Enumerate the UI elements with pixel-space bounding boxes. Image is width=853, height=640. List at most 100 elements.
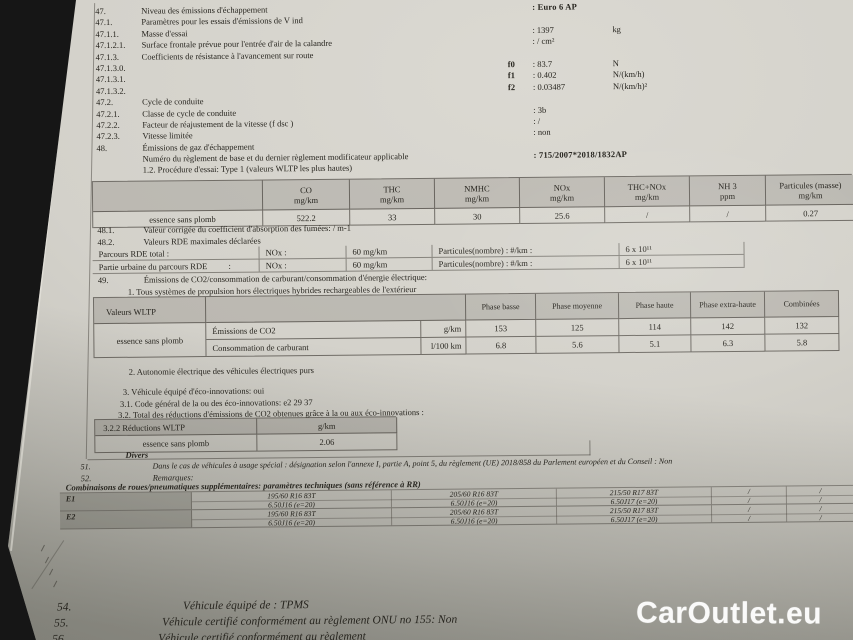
emissions-column-header: NH 3 ppm [689, 175, 767, 207]
tyre-size: 215/50 R17 83T [609, 487, 659, 498]
rim-size: / [819, 495, 822, 504]
rim-size: 6.50J17 (e=20) [610, 514, 658, 524]
paper-edge-tick [49, 568, 54, 576]
item-value: : 3b [533, 104, 547, 115]
wltp-phase-header: Phase extra-haute [690, 291, 766, 319]
pollutant-unit: mg/km [634, 191, 660, 202]
emissions-value-cell: 25.6 [520, 207, 606, 225]
line-48-1: 48.1. Valeur corrigée du coefficient d'ab… [97, 223, 351, 235]
tyre-size: 215/50 R17 83T [609, 505, 659, 516]
item-label: Classe de cycle de conduite [142, 107, 237, 119]
item-number: 47.1. [95, 17, 113, 28]
tyre-size: / [819, 504, 822, 514]
item-value: : 0.402 [532, 70, 557, 81]
wltp-phase-header: Phase moyenne [535, 293, 620, 320]
pollutant-name: Particules (masse) [779, 179, 842, 191]
item-label: Dans le cas de véhicules à usage spécial… [152, 456, 673, 471]
item-number: 49. [97, 274, 109, 286]
rde-nox-label: NOx : [259, 258, 347, 272]
tyre-size: / [819, 486, 822, 496]
wltp-row-label: Émissions de CO2 [206, 320, 422, 341]
pollutant-unit: mg/km [549, 192, 575, 203]
caroutlet-watermark: CarOutlet.eu [635, 596, 823, 631]
reductions-data-row: essence sans plomb 2.06 [95, 433, 398, 454]
rde-table: Parcours RDE total : NOx : 60 mg/km Part… [92, 241, 745, 275]
wltp-value-cell: 5.1 [619, 335, 692, 354]
document-line: 47.2.1. Classe de cycle de conduite : 3b [96, 101, 841, 120]
line-3-2-total: 3.2. Total des réductions d'émissions de… [118, 406, 424, 420]
wltp-right-block: Phase basse Phase moyenne Phase haute Phase… [205, 290, 840, 358]
wltp-value-cell: 5.6 [536, 336, 620, 354]
item-value: : non [533, 127, 551, 138]
item-number: 47. [95, 6, 106, 17]
wltp-value-cell: 6.3 [691, 334, 766, 353]
paper-edge-tick [44, 556, 50, 564]
tyre-spec-cell: / / [786, 503, 853, 522]
item-number: 52. [80, 473, 92, 484]
rde-particles-label: Particules(nombre) : #/km : [432, 243, 620, 257]
pollutant-unit: mg/km [464, 192, 490, 204]
document-line: 47.1. Paramètres pour les essais d'émissi… [95, 10, 840, 29]
item-label: Valeur corrigée du coefficient d'absorpt… [143, 222, 352, 235]
pollutant-name: NMHC [464, 182, 490, 194]
item-value: : / [533, 115, 541, 126]
line-48-2: 48.2. Valeurs RDE maximales déclarées [97, 236, 260, 248]
reductions-value: 2.06 [257, 433, 398, 452]
wltp-value-cell: 142 [691, 317, 766, 336]
document-line: 47.1.3.0. f0 : 83.7 N [96, 56, 841, 75]
rim-size: 6.50J16 (e=20) [450, 498, 498, 508]
reductions-header-unit: g/km [257, 417, 398, 435]
rde-particles-value: 6 x 10¹¹ [619, 241, 745, 256]
wltp-header-blank-cell [205, 294, 467, 324]
emissions-header-blank-cell [92, 180, 264, 213]
emissions-column-header: Particules (masse) mg/km [765, 174, 853, 206]
document-line: 47.1.3.2. f2 : 0.03487 N/(km/h)² [96, 79, 841, 98]
document-line: 47.1.2.1. Surface frontale prévue pour l'… [95, 33, 840, 52]
wltp-value-cell: 132 [765, 316, 840, 335]
item-number: 51. [80, 462, 91, 472]
wltp-table: Valeurs WLTP essence sans plomb Phase ba… [92, 289, 840, 359]
emissions-column-header: THC+NOx mg/km [604, 176, 691, 208]
line-52: 52. Remarques: [81, 472, 194, 483]
item-label: Surface frontale prévue pour l'entrée d'… [141, 38, 333, 50]
tyre-spec-cell: / / [711, 504, 788, 523]
pollutant-unit: mg/km [379, 193, 405, 204]
wltp-header-row: Phase basse Phase moyenne Phase haute Phase… [205, 290, 840, 324]
tyre-row-label: E2 [60, 510, 193, 529]
item-label: Émissions de gaz d'échappement [142, 141, 255, 153]
tyre-spec-cell: 215/50 R17 83T 6.50J17 (e=20) [556, 487, 712, 506]
pollutant-name: NH 3 [718, 180, 737, 191]
wltp-value-cell: 125 [536, 319, 620, 337]
tyre-row-label: E1 [59, 492, 192, 511]
fuel-type-label: essence sans plomb [95, 434, 258, 454]
frame-bottom-line [87, 454, 591, 461]
pollutant-name: THC+NOx [627, 181, 667, 192]
pollutant-name: CO [299, 184, 312, 195]
pollutant-unit: mg/km [293, 194, 319, 205]
tyre-table: E1 195/60 R16 83T 6.50J16 (e=20) 205/60 R… [59, 484, 853, 530]
item-label: Numéro du règlement de base et du dernie… [142, 151, 409, 164]
emissions-value-cell: 30 [435, 208, 521, 225]
tyre-spec-cell: 215/50 R17 83T 6.50J17 (e=20) [556, 505, 713, 524]
emissions-value-cell: 522.2 [263, 209, 351, 227]
item-unit: N [612, 58, 619, 69]
item-number: 48.1. [97, 224, 115, 236]
undersheet-edge-line [31, 540, 65, 590]
wltp-value-cell: 6.8 [466, 336, 537, 355]
rde-particles-label: Particules(nombre) : #/km : [432, 256, 620, 270]
emissions-value-cell: / [605, 206, 691, 224]
item-unit: N/(km/h) [612, 69, 645, 80]
tyre-size: 205/60 R16 83T [449, 507, 499, 517]
item-label: Valeurs RDE maximales déclarées [143, 235, 261, 247]
wltp-phase-header: Phase basse [465, 293, 537, 321]
rim-size: / [747, 495, 751, 505]
tyre-spec-cell: / / [786, 485, 853, 504]
item-number: 47.2.2. [96, 119, 120, 131]
rde-nox-label: NOx : [259, 245, 347, 259]
fuel-type-label: essence sans plomb [93, 210, 264, 229]
item-number: 47.1.2.1. [95, 39, 126, 51]
rde-row: Partie urbaine du parcours RDE : NOx : 6… [92, 254, 745, 275]
wltp-phase-header: Phase haute [618, 292, 692, 320]
rde-nox-value: 60 mg/km [346, 244, 433, 258]
